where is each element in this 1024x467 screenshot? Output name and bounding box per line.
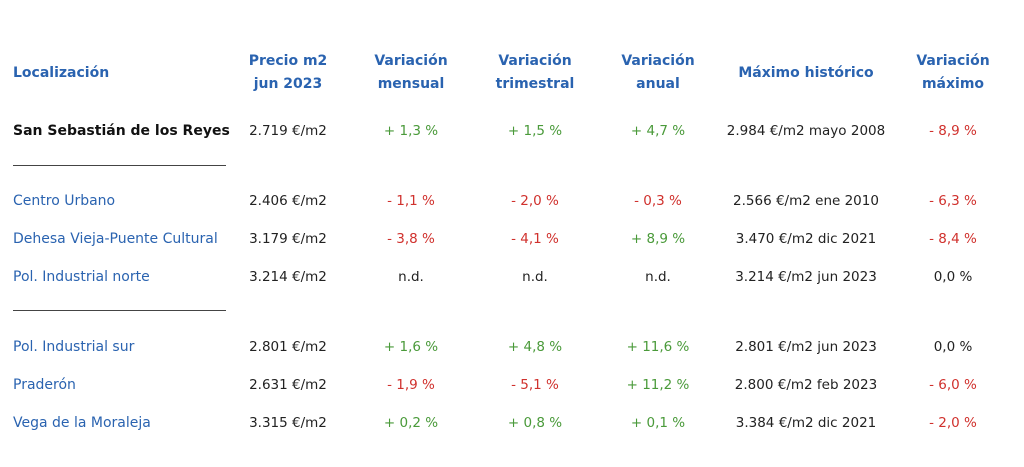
row-annual: + 11,2 % (626, 377, 690, 393)
header-max-var: Variación máximo (903, 50, 1003, 96)
row-quarterly: - 2,0 % (511, 193, 559, 209)
header-annual-line2: anual (636, 76, 680, 92)
row-monthly: + 1,6 % (383, 339, 439, 355)
row-max-var: - 8,4 % (929, 231, 977, 247)
header-price-line2: jun 2023 (253, 76, 323, 92)
row-location: Dehesa Vieja-Puente Cultural (13, 231, 218, 247)
header-max-var-line1: Variación (916, 53, 990, 69)
row-annual: - 0,3 % (634, 193, 682, 209)
row-monthly: + 1,3 % (383, 123, 439, 139)
row-annual: + 4,7 % (630, 123, 686, 139)
header-price-line1: Precio m2 (248, 53, 328, 69)
row-location: Pol. Industrial norte (13, 269, 150, 285)
row-annual: + 11,6 % (626, 339, 690, 355)
row-max-var: 0,0 % (933, 339, 973, 355)
section-divider (13, 165, 226, 166)
row-quarterly: - 5,1 % (511, 377, 559, 393)
row-monthly: n.d. (398, 269, 424, 285)
row-max-hist: 2.800 €/m2 feb 2023 (734, 377, 878, 393)
row-max-hist: 3.384 €/m2 dic 2021 (735, 415, 877, 431)
row-max-var: - 8,9 % (929, 123, 977, 139)
row-quarterly: + 4,8 % (507, 339, 563, 355)
row-max-hist: 3.214 €/m2 jun 2023 (735, 269, 877, 285)
row-max-var: - 6,0 % (929, 377, 977, 393)
header-location: Localización (13, 65, 110, 81)
row-location: Pol. Industrial sur (13, 339, 135, 355)
row-max-hist: 3.470 €/m2 dic 2021 (735, 231, 877, 247)
header-price: Precio m2 jun 2023 (238, 50, 338, 96)
header-quarterly-line2: trimestral (495, 76, 575, 92)
row-quarterly: + 0,8 % (507, 415, 563, 431)
row-location: Praderón (13, 377, 76, 393)
row-price: 2.406 €/m2 (249, 193, 327, 209)
header-monthly: Variación mensual (361, 50, 461, 96)
row-monthly: - 1,9 % (387, 377, 435, 393)
header-quarterly-line1: Variación (498, 53, 572, 69)
row-location: San Sebastián de los Reyes (13, 123, 230, 139)
header-monthly-line1: Variación (374, 53, 448, 69)
row-price: 3.214 €/m2 (249, 269, 327, 285)
row-annual: + 0,1 % (630, 415, 686, 431)
row-price: 2.631 €/m2 (249, 377, 327, 393)
row-quarterly: + 1,5 % (507, 123, 563, 139)
row-max-var: 0,0 % (933, 269, 973, 285)
row-price: 3.179 €/m2 (249, 231, 327, 247)
section-divider (13, 310, 226, 311)
row-max-hist: 2.801 €/m2 jun 2023 (735, 339, 877, 355)
row-annual: + 8,9 % (630, 231, 686, 247)
header-quarterly: Variación trimestral (475, 50, 595, 96)
row-monthly: + 0,2 % (383, 415, 439, 431)
row-location: Vega de la Moraleja (13, 415, 151, 431)
row-monthly: - 1,1 % (387, 193, 435, 209)
row-quarterly: n.d. (522, 269, 548, 285)
row-max-var: - 6,3 % (929, 193, 977, 209)
row-price: 2.801 €/m2 (249, 339, 327, 355)
header-annual-line1: Variación (621, 53, 695, 69)
row-price: 2.719 €/m2 (249, 123, 327, 139)
row-monthly: - 3,8 % (387, 231, 435, 247)
header-max-var-line2: máximo (921, 76, 985, 92)
row-quarterly: - 4,1 % (511, 231, 559, 247)
header-max-hist: Máximo histórico (738, 65, 874, 81)
row-max-var: - 2,0 % (929, 415, 977, 431)
header-monthly-line2: mensual (377, 76, 445, 92)
row-price: 3.315 €/m2 (249, 415, 327, 431)
header-annual: Variación anual (608, 50, 708, 96)
row-max-hist: 2.566 €/m2 ene 2010 (733, 193, 879, 209)
row-location: Centro Urbano (13, 193, 116, 209)
row-max-hist: 2.984 €/m2 mayo 2008 (726, 123, 886, 139)
row-annual: n.d. (645, 269, 671, 285)
